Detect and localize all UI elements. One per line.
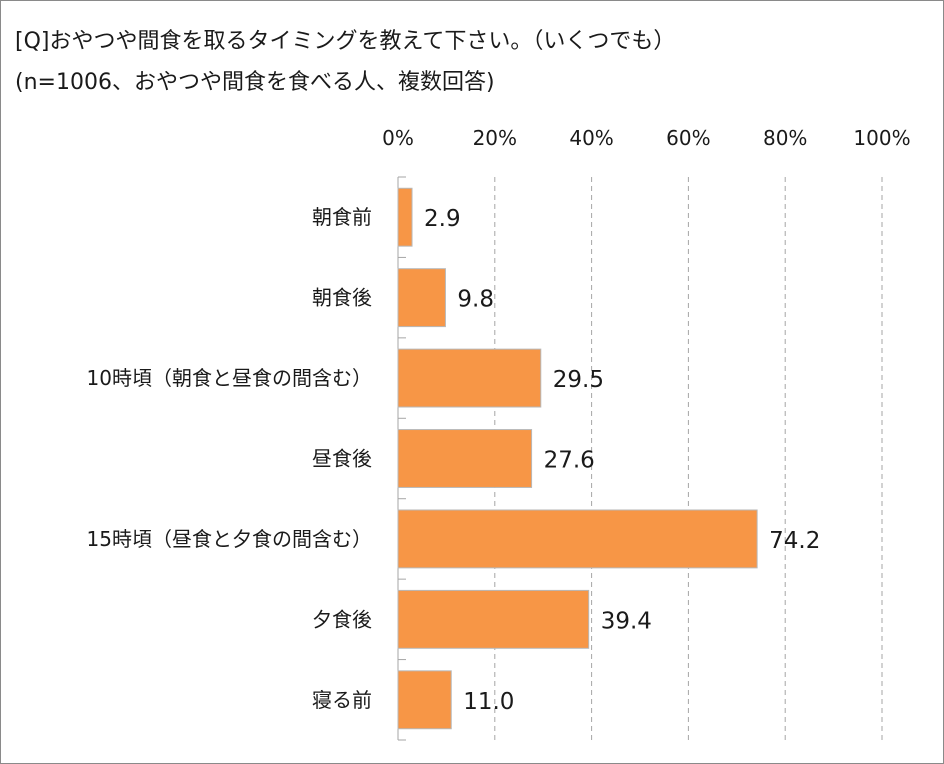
bar-6 <box>397 670 452 730</box>
category-label-6: 寝る前 <box>312 688 372 712</box>
category-label-3: 昼食後 <box>312 447 372 471</box>
tick-label-40: 40% <box>569 126 613 150</box>
data-label-4: 74.2 <box>769 528 820 554</box>
chart-subtitle: (n=1006、おやつや間食を食べる人、複数回答) <box>15 70 495 95</box>
category-label-0: 朝食前 <box>312 205 372 229</box>
bar-0 <box>397 187 413 247</box>
chart-title: [Q]おやつや間食を取るタイミングを教えて下さい。（いくつでも） <box>15 29 676 54</box>
tick-label-100: 100% <box>853 126 910 150</box>
tick-label-20: 20% <box>473 126 517 150</box>
category-label-5: 夕食後 <box>312 607 372 631</box>
category-label-2: 10時頃（朝食と昼食の間含む） <box>87 366 372 390</box>
bar-1 <box>397 268 446 328</box>
bar-5 <box>397 589 590 649</box>
bar-3 <box>397 429 533 488</box>
category-label-4: 15時頃（昼食と夕食の間含む） <box>87 527 372 551</box>
bar-2 <box>397 348 542 408</box>
tick-label-0: 0% <box>382 126 414 150</box>
data-label-5: 39.4 <box>601 608 652 634</box>
tick-label-60: 60% <box>666 126 710 150</box>
data-label-0: 2.9 <box>424 206 461 232</box>
bar-4 <box>397 509 758 569</box>
category-label-1: 朝食後 <box>312 286 372 310</box>
data-label-6: 11.0 <box>463 689 514 715</box>
data-label-2: 29.5 <box>553 367 604 393</box>
data-label-3: 27.6 <box>544 448 595 474</box>
data-label-1: 9.8 <box>457 287 494 313</box>
tick-label-80: 80% <box>763 126 807 150</box>
